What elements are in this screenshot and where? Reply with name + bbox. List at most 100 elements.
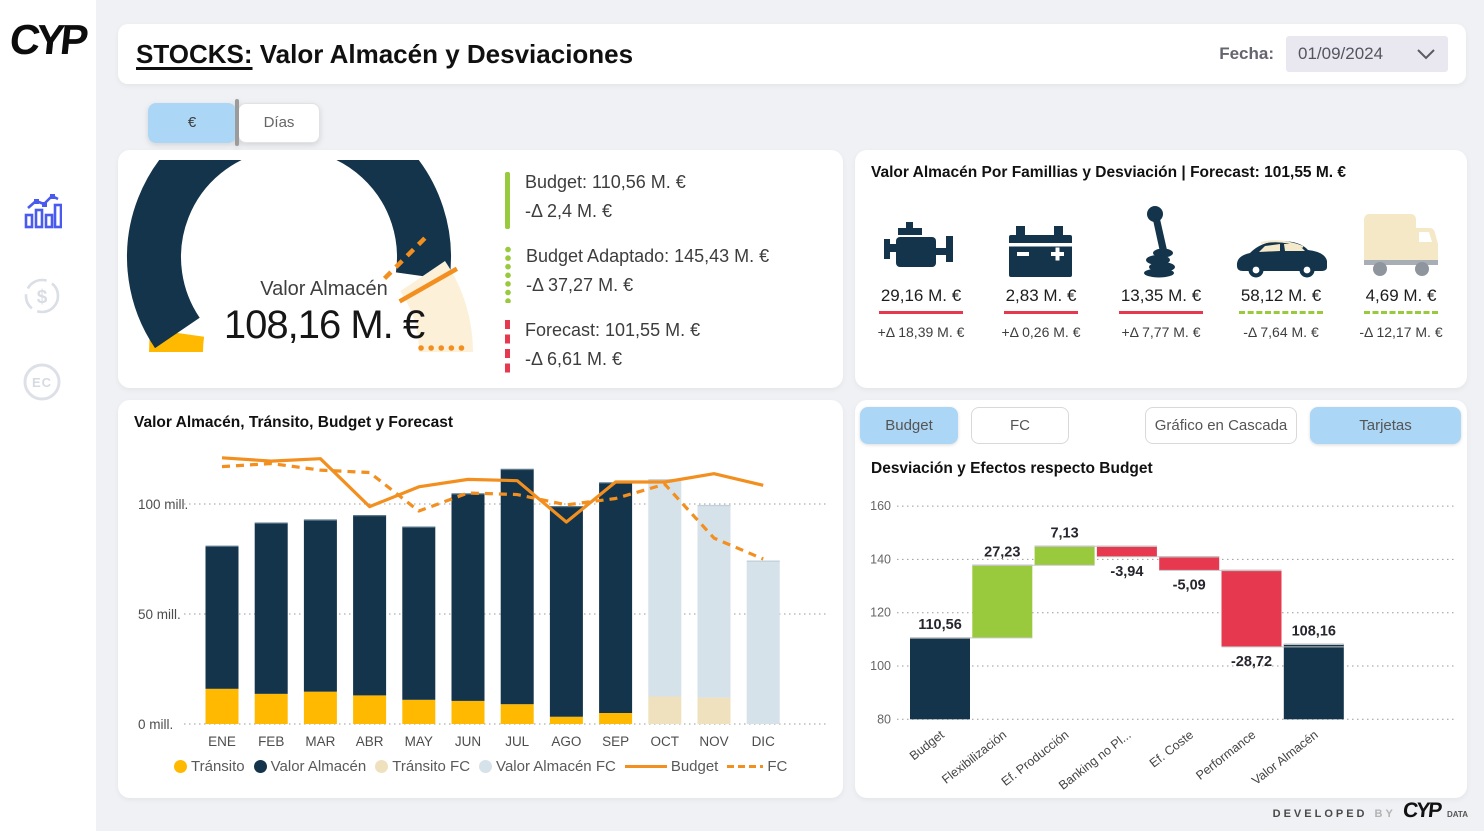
- bar-valor-SEP: [599, 482, 633, 713]
- cyp-logo: CYP: [7, 16, 87, 63]
- bar-transito-AGO: [549, 716, 583, 724]
- bar-transito-OCT: [648, 696, 682, 724]
- page-title-rest: Valor Almacén y Desviaciones: [252, 38, 634, 69]
- legend-budget: Budget: [670, 758, 719, 775]
- bar-valor-FEB: [254, 523, 288, 694]
- legend-budget-adaptado-label: Budget Adaptado: 145,43 M. €: [526, 246, 770, 266]
- y-tick-label: 0 mill.: [138, 717, 173, 732]
- battery-icon: [1009, 226, 1072, 277]
- dollar-coin-icon: $: [24, 278, 60, 314]
- budget-adaptado-marker-swatch: [505, 246, 511, 303]
- sidebar: CYP $ EC: [0, 0, 96, 831]
- fc-line-swatch: [727, 764, 764, 769]
- waterfall-label: 7,13: [1050, 525, 1078, 541]
- legend-budget-delta: -Δ 2,4 M. €: [525, 201, 613, 221]
- tarjetas-button[interactable]: Tarjetas: [1310, 407, 1461, 444]
- x-tick-AGO: AGO: [551, 734, 581, 749]
- x-tick-OCT: OCT: [651, 734, 680, 749]
- page-title-prefix: STOCKS:: [136, 38, 253, 69]
- waterfall-bar-6: [1221, 570, 1282, 647]
- bar-transito-JUL: [500, 704, 534, 724]
- legend-valor-almacen-fc: Valor Almacén FC: [496, 758, 616, 775]
- family-battery-delta: +Δ 0,26 M. €: [1001, 324, 1081, 340]
- chevron-down-icon: [1417, 49, 1435, 60]
- header: STOCKS: Valor Almacén y Desviaciones Fec…: [118, 24, 1466, 84]
- monthly-chart-card: Valor Almacén, Tránsito, Budget y Foreca…: [118, 400, 843, 798]
- family-engine-delta: +Δ 18,39 M. €: [877, 324, 965, 340]
- budget-marker-swatch: [505, 172, 510, 229]
- legend-transito-fc: Tránsito FC: [392, 758, 471, 775]
- x-tick-JUL: JUL: [505, 734, 529, 749]
- sidebar-item-charts[interactable]: [18, 186, 66, 234]
- family-car-delta: -Δ 7,64 M. €: [1243, 324, 1319, 340]
- budget-button[interactable]: Budget: [860, 407, 958, 444]
- x-tick-MAR: MAR: [305, 734, 335, 749]
- x-tick-SEP: SEP: [602, 734, 629, 749]
- bar-valor-MAR: [303, 520, 337, 692]
- date-filter: Fecha: 01/09/2024: [1219, 36, 1448, 72]
- family-car: 58,12 M. € -Δ 7,64 M. €: [1222, 198, 1340, 340]
- engine-icon: [884, 222, 953, 267]
- gauge-card: Valor Almacén 108,16 M. € Budget: 110,56…: [118, 150, 843, 388]
- waterfall-label: -28,72: [1231, 654, 1272, 670]
- budget-line: [221, 456, 764, 524]
- waterfall-label: 110,56: [918, 617, 962, 633]
- family-truck: 4,69 M. € -Δ 12,17 M. €: [1342, 198, 1460, 340]
- svg-text:$: $: [37, 287, 48, 308]
- by-text: BY: [1374, 808, 1396, 820]
- x-tick-ENE: ENE: [208, 734, 236, 749]
- forecast-marker-swatch: [505, 320, 510, 377]
- family-battery: 2,83 M. € +Δ 0,26 M. €: [982, 198, 1100, 340]
- developed-text: DEVELOPED: [1272, 808, 1368, 820]
- valor-almacen-swatch: [253, 760, 267, 773]
- valor-almacen-fc-swatch: [479, 760, 493, 773]
- family-gearbox: 13,35 M. € +Δ 7,77 M. €: [1102, 198, 1220, 340]
- bar-transito-ENE: [205, 688, 239, 724]
- toggle-dias-button[interactable]: Días: [238, 102, 320, 143]
- sidebar-item-finance[interactable]: $: [18, 272, 66, 320]
- bar-valor-ABR: [353, 515, 387, 696]
- legend-valor-almacen: Valor Almacén: [270, 758, 367, 775]
- bar-transito-MAY: [402, 699, 436, 724]
- gearshift-icon: [1144, 206, 1175, 278]
- y-tick-label: 80: [877, 712, 891, 726]
- families-row: 29,16 M. € +Δ 18,39 M. € 2,83 M. € +Δ 0,…: [861, 198, 1461, 340]
- gauge-legend: Budget: 110,56 M. € -Δ 2,4 M. € Budget Ad…: [505, 168, 835, 390]
- fc-button[interactable]: FC: [971, 407, 1069, 444]
- x-tick-NOV: NOV: [699, 734, 728, 749]
- family-car-value: 58,12 M. €: [1238, 286, 1324, 314]
- bar-valor-ENE: [205, 546, 239, 689]
- waterfall-bar-4: [1096, 546, 1157, 557]
- developed-by: DEVELOPED BY CYP DATA: [1273, 799, 1468, 823]
- waterfall-bar-1: [910, 637, 970, 720]
- bar-valor-JUL: [500, 469, 534, 705]
- date-dropdown[interactable]: 01/09/2024: [1286, 36, 1448, 72]
- y-tick-label: 160: [870, 499, 891, 513]
- cyp-footer-logo: CYP: [1401, 799, 1442, 822]
- family-battery-value: 2,83 M. €: [1003, 286, 1079, 314]
- bar-transito-FEB: [254, 693, 288, 724]
- budget-line-swatch: [624, 764, 667, 769]
- car-icon: [1236, 240, 1327, 278]
- gauge-chart: [127, 160, 474, 353]
- toggle-euro-button[interactable]: €: [148, 102, 236, 143]
- bar-transito-SEP: [599, 713, 633, 724]
- family-truck-value: 4,69 M. €: [1363, 286, 1439, 314]
- gauge-forecast-marker: [382, 233, 430, 281]
- bar-transito-NOV: [697, 697, 731, 724]
- bar-valor-DIC: [746, 561, 780, 724]
- sidebar-item-ec[interactable]: EC: [18, 358, 66, 406]
- bar-transito-JUN: [451, 700, 485, 724]
- waterfall-label: -5,09: [1173, 577, 1206, 593]
- grafico-cascada-button[interactable]: Gráfico en Cascada: [1145, 407, 1297, 444]
- stacked-bar-chart: 0 mill. 50 mill. 100 mill. ENE FEB MAR ABR MAY J…: [138, 456, 828, 749]
- waterfall-buttons: Budget FC Gráfico en Cascada Tarjetas: [860, 407, 1461, 444]
- date-value: 01/09/2024: [1298, 44, 1384, 63]
- x-tick-MAY: MAY: [405, 734, 433, 749]
- bar-valor-MAY: [402, 527, 436, 700]
- waterfall-bar-2: [972, 565, 1033, 638]
- ec-badge-icon: EC: [23, 363, 61, 401]
- family-gearbox-value: 13,35 M. €: [1118, 286, 1204, 314]
- families-title: Valor Almacén Por Famillias y Desviación…: [871, 164, 1347, 181]
- gauge-segment-amber: [149, 329, 205, 353]
